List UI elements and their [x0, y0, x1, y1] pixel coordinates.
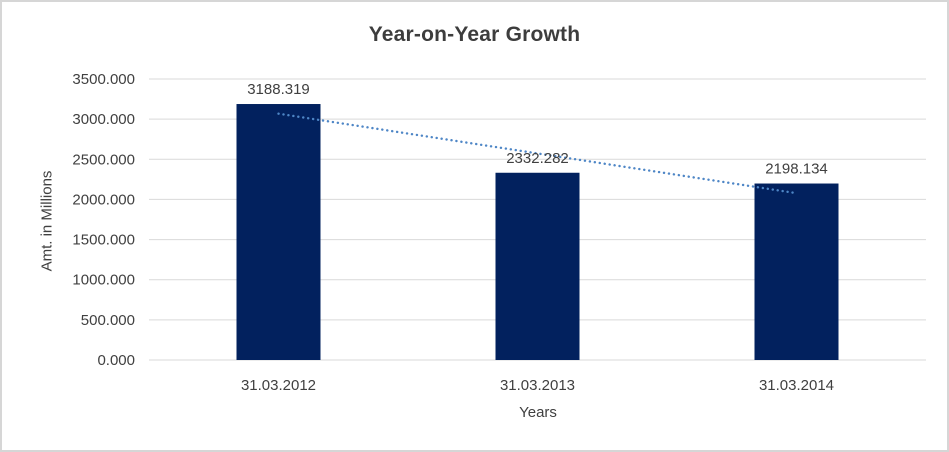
- chart-title: Year-on-Year Growth: [368, 23, 581, 46]
- bar: [495, 172, 580, 360]
- data-label: 2198.134: [765, 161, 828, 178]
- y-tick-label: 1000.000: [72, 272, 135, 289]
- x-category-label: 31.03.2012: [241, 377, 316, 394]
- bar: [754, 183, 839, 360]
- y-tick-label: 2000.000: [72, 191, 135, 208]
- y-tick-label: 2500.000: [72, 151, 135, 168]
- x-category-label: 31.03.2013: [500, 377, 575, 394]
- bar: [236, 104, 321, 360]
- y-tick-label: 3000.000: [72, 111, 135, 128]
- data-label: 3188.319: [247, 81, 310, 98]
- data-label: 2332.282: [506, 150, 569, 167]
- y-tick-label: 0.000: [97, 352, 135, 369]
- y-axis-title: Amt. in Millions: [38, 170, 56, 272]
- x-category-label: 31.03.2014: [759, 377, 834, 394]
- y-tick-label: 500.000: [81, 312, 135, 329]
- y-tick-label: 1500.000: [72, 232, 135, 249]
- x-axis-title: Years: [519, 404, 557, 421]
- y-tick-label: 3500.000: [72, 71, 135, 88]
